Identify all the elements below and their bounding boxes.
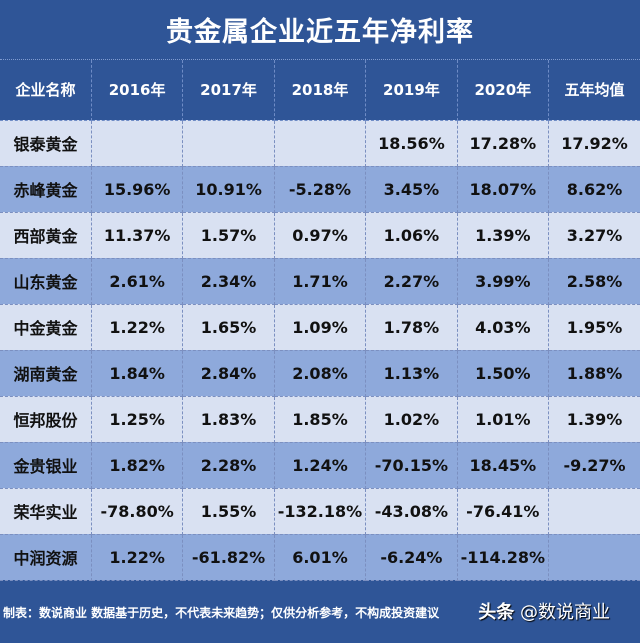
- header-2016: 2016年: [90, 60, 184, 121]
- company-name: 西部黄金: [0, 211, 92, 259]
- cell-value: 1.24%: [273, 441, 367, 489]
- cell-value: 2.08%: [273, 349, 367, 397]
- header-2019: 2019年: [365, 60, 458, 121]
- cell-value: 1.83%: [182, 395, 275, 443]
- cell-value: 4.03%: [456, 303, 550, 351]
- header-row: 企业名称 2016年 2017年 2018年 2019年 2020年 五年均值: [0, 60, 640, 121]
- table-row: 赤峰黄金 15.96% 10.91% -5.28% 3.45% 18.07% 8…: [0, 165, 640, 213]
- cell-value: [90, 119, 184, 167]
- net-margin-table: 企业名称 2016年 2017年 2018年 2019年 2020年 五年均值 …: [0, 60, 640, 581]
- header-2017: 2017年: [182, 60, 275, 121]
- cell-value: 6.01%: [273, 533, 367, 581]
- cell-value: 1.57%: [182, 211, 275, 259]
- cell-value: [273, 119, 367, 167]
- cell-value: 2.28%: [182, 441, 275, 489]
- table-row: 山东黄金 2.61% 2.34% 1.71% 2.27% 3.99% 2.58%: [0, 257, 640, 305]
- table-row: 恒邦股份 1.25% 1.83% 1.85% 1.02% 1.01% 1.39%: [0, 395, 640, 443]
- cell-value: -76.41%: [456, 487, 550, 535]
- cell-value: 17.92%: [548, 119, 640, 167]
- cell-value: -114.28%: [456, 533, 550, 581]
- cell-value: -9.27%: [548, 441, 640, 489]
- cell-value: 1.85%: [273, 395, 367, 443]
- cell-value: -6.24%: [365, 533, 458, 581]
- cell-value: 1.02%: [365, 395, 458, 443]
- table-row: 金贵银业 1.82% 2.28% 1.24% -70.15% 18.45% -9…: [0, 441, 640, 489]
- watermark-brand: 头条: [478, 602, 515, 623]
- watermark: 头条 @数说商业: [478, 598, 610, 624]
- company-name: 恒邦股份: [0, 395, 92, 443]
- cell-value: 1.39%: [456, 211, 550, 259]
- cell-value: 1.71%: [273, 257, 367, 305]
- header-2018: 2018年: [273, 60, 367, 121]
- cell-value: 1.82%: [90, 441, 184, 489]
- cell-value: 1.65%: [182, 303, 275, 351]
- cell-value: 15.96%: [90, 165, 184, 213]
- footer: 制表：数说商业 数据基于历史，不代表未来趋势；仅供分析参考，不构成投资建议 头条…: [0, 580, 640, 643]
- table-row: 湖南黄金 1.84% 2.84% 2.08% 1.13% 1.50% 1.88%: [0, 349, 640, 397]
- cell-value: 1.13%: [365, 349, 458, 397]
- company-name: 赤峰黄金: [0, 165, 92, 213]
- cell-value: -132.18%: [273, 487, 367, 535]
- company-name: 湖南黄金: [0, 349, 92, 397]
- table-row: 西部黄金 11.37% 1.57% 0.97% 1.06% 1.39% 3.27…: [0, 211, 640, 259]
- cell-value: 1.84%: [90, 349, 184, 397]
- cell-value: 1.50%: [456, 349, 550, 397]
- table-row: 中金黄金 1.22% 1.65% 1.09% 1.78% 4.03% 1.95%: [0, 303, 640, 351]
- company-name: 荣华实业: [0, 487, 92, 535]
- cell-value: [548, 533, 640, 581]
- cell-value: 1.25%: [90, 395, 184, 443]
- cell-value: [182, 119, 275, 167]
- company-name: 银泰黄金: [0, 119, 92, 167]
- cell-value: 1.39%: [548, 395, 640, 443]
- table-row: 荣华实业 -78.80% 1.55% -132.18% -43.08% -76.…: [0, 487, 640, 535]
- cell-value: -61.82%: [182, 533, 275, 581]
- company-name: 中润资源: [0, 533, 92, 581]
- cell-value: -78.80%: [90, 487, 184, 535]
- cell-value: 1.78%: [365, 303, 458, 351]
- cell-value: -5.28%: [273, 165, 367, 213]
- table-title: 贵金属企业近五年净利率: [0, 0, 640, 60]
- table-row: 银泰黄金 18.56% 17.28% 17.92%: [0, 119, 640, 167]
- cell-value: 2.27%: [365, 257, 458, 305]
- cell-value: 10.91%: [182, 165, 275, 213]
- cell-value: [548, 487, 640, 535]
- cell-value: 1.22%: [90, 533, 184, 581]
- header-company: 企业名称: [0, 60, 92, 121]
- cell-value: 18.56%: [365, 119, 458, 167]
- cell-value: 1.95%: [548, 303, 640, 351]
- cell-value: 2.61%: [90, 257, 184, 305]
- company-name: 山东黄金: [0, 257, 92, 305]
- cell-value: 3.45%: [365, 165, 458, 213]
- cell-value: 2.34%: [182, 257, 275, 305]
- company-name: 金贵银业: [0, 441, 92, 489]
- cell-value: 1.01%: [456, 395, 550, 443]
- cell-value: -70.15%: [365, 441, 458, 489]
- cell-value: 18.45%: [456, 441, 550, 489]
- cell-value: 1.88%: [548, 349, 640, 397]
- header-2020: 2020年: [456, 60, 550, 121]
- cell-value: 1.09%: [273, 303, 367, 351]
- cell-value: 0.97%: [273, 211, 367, 259]
- cell-value: 2.58%: [548, 257, 640, 305]
- table-row: 中润资源 1.22% -61.82% 6.01% -6.24% -114.28%: [0, 533, 640, 581]
- company-name: 中金黄金: [0, 303, 92, 351]
- cell-value: 2.84%: [182, 349, 275, 397]
- cell-value: 18.07%: [456, 165, 550, 213]
- cell-value: 8.62%: [548, 165, 640, 213]
- cell-value: 1.55%: [182, 487, 275, 535]
- cell-value: 3.27%: [548, 211, 640, 259]
- cell-value: 3.99%: [456, 257, 550, 305]
- cell-value: 17.28%: [456, 119, 550, 167]
- cell-value: 1.22%: [90, 303, 184, 351]
- cell-value: -43.08%: [365, 487, 458, 535]
- cell-value: 11.37%: [90, 211, 184, 259]
- cell-value: 1.06%: [365, 211, 458, 259]
- source-note: 制表：数说商业 数据基于历史，不代表未来趋势；仅供分析参考，不构成投资建议: [3, 606, 440, 620]
- header-five-year-avg: 五年均值: [548, 60, 640, 121]
- watermark-handle: @数说商业: [520, 602, 610, 623]
